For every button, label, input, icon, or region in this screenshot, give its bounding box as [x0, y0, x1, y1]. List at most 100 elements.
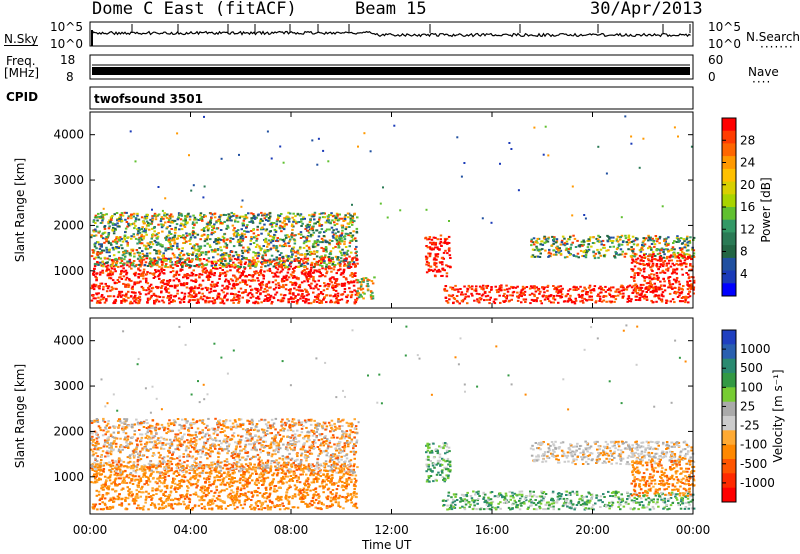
- power-mark: [647, 259, 651, 262]
- power-mark: [648, 287, 651, 290]
- power-mark: [662, 277, 665, 280]
- power-mark: [319, 258, 323, 261]
- power-mark: [198, 263, 201, 266]
- power-mark: [259, 218, 263, 221]
- velocity-mark: [229, 504, 232, 506]
- velocity-mark: [323, 480, 326, 483]
- velocity-mark: [265, 497, 269, 500]
- power-mark: [663, 289, 667, 292]
- velocity-mark: [109, 497, 112, 500]
- power-mark: [617, 253, 620, 256]
- power-mark: [321, 274, 324, 277]
- power-mark: [153, 212, 157, 215]
- power-mark: [248, 274, 251, 276]
- power-mark: [443, 269, 446, 272]
- power-mark: [668, 281, 671, 284]
- velocity-mark: [206, 490, 210, 492]
- power-mark: [283, 225, 286, 228]
- power-mark: [244, 289, 247, 291]
- power-mark: [686, 244, 690, 247]
- power-mark: [211, 280, 214, 283]
- power-mark: [257, 297, 261, 300]
- power-mark: [120, 218, 123, 221]
- power-mark: [344, 277, 348, 280]
- power-mark: [252, 232, 256, 235]
- power-mark: [166, 279, 169, 282]
- power-mark: [641, 241, 645, 244]
- power-mark: [302, 235, 305, 238]
- velocity-mark: [309, 489, 312, 492]
- power-mark: [667, 242, 670, 245]
- velocity-mark: [243, 487, 246, 490]
- power-mark: [101, 269, 104, 272]
- power-mark: [667, 286, 670, 289]
- power-mark: [307, 275, 310, 277]
- power-mark: [588, 298, 591, 301]
- power-mark: [535, 300, 538, 303]
- power-mark: [541, 286, 544, 289]
- power-mark: [136, 282, 139, 285]
- power-mark: [311, 229, 315, 232]
- power-mark: [641, 244, 644, 246]
- power-mark: [214, 267, 217, 270]
- power-mark: [114, 241, 117, 243]
- power-mark: [265, 285, 268, 288]
- power-mark: [219, 301, 222, 304]
- velocity-mark: [233, 507, 237, 510]
- velocity-mark: [234, 495, 238, 498]
- power-mark: [321, 265, 324, 268]
- power-mark: [189, 261, 193, 263]
- power-mark: [165, 282, 169, 285]
- power-mark: [467, 284, 471, 287]
- velocity-mark: [238, 495, 242, 497]
- power-mark: [303, 280, 306, 283]
- power-mark: [569, 236, 572, 238]
- power-mark: [340, 272, 343, 275]
- power-mark: [346, 281, 350, 283]
- power-mark: [340, 298, 344, 301]
- power-mark: [346, 299, 349, 302]
- power-mark: [182, 301, 186, 303]
- power-mark: [651, 262, 655, 265]
- power-mark: [114, 287, 118, 290]
- power-mark: [263, 249, 267, 252]
- power-mark: [254, 246, 258, 248]
- power-mark: [301, 218, 304, 221]
- power-mark: [656, 259, 660, 262]
- power-mark: [169, 266, 172, 269]
- velocity-mark: [181, 494, 184, 497]
- power-mark: [123, 255, 127, 258]
- power-mark: [645, 291, 648, 293]
- power-mark: [584, 288, 587, 291]
- power-mark: [632, 248, 635, 251]
- power-mark: [260, 247, 263, 250]
- power-mark: [151, 272, 154, 275]
- power-mark: [173, 234, 177, 237]
- power-mark: [160, 286, 163, 289]
- power-mark: [623, 255, 627, 258]
- power-mark: [106, 274, 109, 277]
- velocity-mark: [177, 471, 180, 474]
- velocity-mark: [168, 469, 172, 472]
- power-mark: [522, 293, 525, 295]
- power-mark: [208, 271, 212, 274]
- power-mark: [323, 231, 326, 234]
- power-mark: [257, 254, 260, 257]
- power-mark: [261, 219, 264, 222]
- power-mark: [241, 258, 244, 261]
- power-mark: [134, 218, 138, 221]
- power-mark: [242, 219, 246, 222]
- power-mark: [216, 281, 219, 284]
- power-mark: [276, 218, 279, 221]
- power-mark: [632, 260, 635, 263]
- velocity-mark: [326, 472, 329, 475]
- power-mark: [157, 213, 161, 216]
- velocity-mark: [202, 492, 206, 495]
- power-mark: [300, 258, 303, 261]
- power-mark: [208, 296, 211, 299]
- velocity-mark: [204, 495, 207, 498]
- power-mark: [430, 241, 434, 244]
- power-mark: [157, 232, 160, 234]
- power-mark: [255, 270, 258, 273]
- power-mark: [597, 251, 601, 254]
